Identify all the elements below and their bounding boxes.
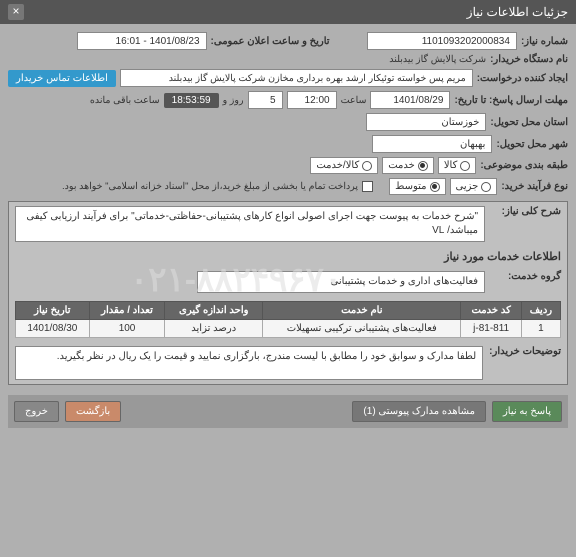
radio-dot-icon [430,182,440,192]
buyer-notes-value: لطفا مدارک و سوابق خود را مطابق با لیست … [15,346,483,380]
radio-dot-icon [418,161,428,171]
td-code: j-81-811 [461,320,521,338]
content-area: شماره نیاز: 1101093202000834 تاریخ و ساع… [0,24,576,436]
radio-partial-label: جزیی [456,181,479,192]
radio-medium[interactable]: متوسط [389,178,445,195]
desc-title-value: "شرح خدمات به پیوست جهت اجرای اصولی انوا… [15,206,485,242]
back-button[interactable]: بازگشت [65,401,121,422]
th-date: تاریخ نیاز [16,302,90,320]
td-unit: درصد تزاید [165,320,263,338]
desc-title-label: شرح کلی نیاز: [491,206,561,217]
radio-goods[interactable]: کالا [438,157,477,174]
td-name: فعالیت‌های پشتیبانی ترکیبی تسهیلات [263,320,461,338]
buyer-org-label: نام دستگاه خریدار: [490,54,568,65]
service-group-value: فعالیت‌های اداری و خدمات پشتیبانی [197,271,485,293]
td-qty: 100 [89,320,165,338]
table-row: 1 j-81-811 فعالیت‌های پشتیبانی ترکیبی تس… [16,320,561,338]
close-icon[interactable]: × [8,4,24,20]
city-label: شهر محل تحویل: [496,139,568,150]
td-date: 1401/08/30 [16,320,90,338]
subject-type-label: طبقه بندی موضوعی: [480,160,568,171]
radio-goods-service[interactable]: کالا/خدمت [310,157,378,174]
countdown-timer: 18:53:59 [164,93,219,108]
need-number-label: شماره نیاز: [521,36,568,47]
days-label: روز و [223,95,244,106]
table-header-row: ردیف کد خدمت نام خدمت واحد اندازه گیری ت… [16,302,561,320]
requester-label: ایجاد کننده درخواست: [477,73,568,84]
radio-dot-icon [460,161,470,171]
radio-medium-label: متوسط [395,181,426,192]
reply-button[interactable]: پاسخ به نیاز [492,401,562,422]
buyer-org-value: شرکت پالایش گاز بیدبلند [389,54,486,65]
th-name: نام خدمت [263,302,461,320]
window-title: جزئیات اطلاعات نیاز [467,5,568,19]
exit-button[interactable]: خروج [14,401,59,422]
title-bar: جزئیات اطلاعات نیاز × [0,0,576,24]
th-code: کد خدمت [461,302,521,320]
td-idx: 1 [521,320,560,338]
th-qty: تعداد / مقدار [89,302,165,320]
days-value: 5 [248,91,283,109]
announce-value: 1401/08/23 - 16:01 [77,32,207,50]
services-heading: اطلاعات خدمات مورد نیاز [9,246,567,267]
radio-partial[interactable]: جزیی [450,178,498,195]
th-unit: واحد اندازه گیری [165,302,263,320]
radio-service-label: خدمت [388,160,415,171]
deadline-label: مهلت ارسال پاسخ: تا تاریخ: [454,95,568,106]
details-section: شرح کلی نیاز: "شرح خدمات به پیوست جهت اج… [8,201,568,385]
pay-note: پرداخت تمام یا بخشی از مبلغ خرید،از محل … [62,181,358,192]
hour-label-1: ساعت [341,95,367,106]
radio-goods-service-label: کالا/خدمت [316,160,359,171]
city-value: بهبهان [372,135,492,153]
process-label: نوع فرآیند خرید: [501,181,568,192]
attachments-button[interactable]: مشاهده مدارک پیوستی (1) [352,401,486,422]
requester-value: مریم پس خواسته توئیکار ارشد بهره برداری … [120,69,473,87]
radio-service[interactable]: خدمت [382,157,434,174]
radio-dot-icon [362,161,372,171]
deadline-time: 12:00 [287,91,337,109]
province-value: خوزستان [366,113,486,131]
need-number-value: 1101093202000834 [367,32,517,50]
contact-button[interactable]: اطلاعات تماس خریدار [8,70,116,87]
province-label: استان محل تحویل: [490,117,568,128]
th-row: ردیف [521,302,560,320]
buyer-notes-label: توضیحات خریدار: [489,346,561,357]
deadline-date: 1401/08/29 [370,91,450,109]
announce-label: تاریخ و ساعت اعلان عمومی: [211,36,330,47]
treasury-checkbox[interactable] [362,181,373,192]
footer-bar: پاسخ به نیاز مشاهده مدارک پیوستی (1) باز… [8,395,568,428]
radio-goods-label: کالا [444,160,458,171]
radio-dot-icon [481,182,491,192]
services-table: ردیف کد خدمت نام خدمت واحد اندازه گیری ت… [15,301,561,338]
service-group-label: گروه خدمت: [491,271,561,282]
window: جزئیات اطلاعات نیاز × شماره نیاز: 110109… [0,0,576,557]
remaining-label: ساعت باقی مانده [90,95,160,106]
